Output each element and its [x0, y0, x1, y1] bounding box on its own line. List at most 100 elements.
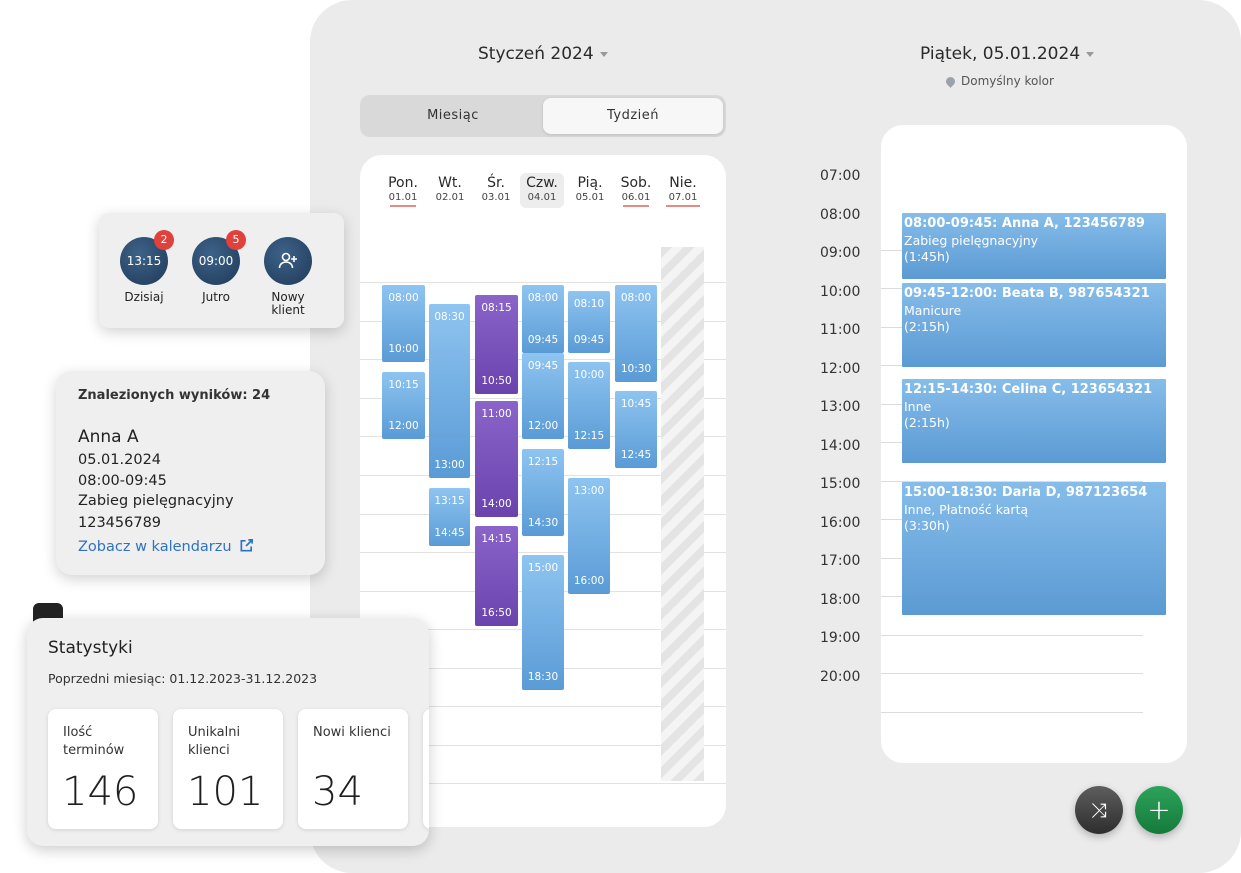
week-event[interactable]: 08:00 10:00 [382, 285, 425, 363]
event-end-time: 16:00 [573, 574, 605, 587]
week-event[interactable]: 10:00 12:15 [568, 362, 610, 450]
week-event[interactable]: 12:15 14:30 [522, 449, 564, 536]
event-start-time: 15:00 [527, 562, 559, 575]
add-appointment-button[interactable]: + [1135, 786, 1183, 834]
week-event[interactable]: 14:15 16:50 [475, 526, 518, 626]
event-start-time: 08:00 [620, 292, 652, 304]
event-service: Manicure [904, 303, 962, 318]
event-start-time: 10:00 [573, 369, 605, 382]
month-selector[interactable]: Styczeń 2024 [478, 44, 608, 64]
event-end-time: 13:00 [434, 458, 465, 471]
event-end-time: 14:45 [434, 526, 465, 539]
event-start-time: 11:00 [481, 407, 512, 420]
statistics-card: Statystyki Poprzedni miesiąc: 01.12.2023… [27, 618, 429, 846]
hour-label: 16:00 [820, 514, 861, 531]
event-end-time: 16:50 [481, 606, 512, 619]
event-end-time: 09:45 [527, 333, 559, 346]
appointment-time: 08:00-09:45 [78, 473, 167, 489]
week-event[interactable]: 08:15 10:50 [475, 294, 518, 395]
add-user-icon [278, 252, 297, 269]
event-end-time: 18:30 [527, 671, 559, 684]
open-in-calendar-link[interactable]: Zobacz w kalendarzu [78, 538, 254, 555]
stats-period: Poprzedni miesiąc: 01.12.2023-31.12.2023 [48, 671, 318, 686]
week-event[interactable]: 08:30 13:00 [429, 304, 470, 478]
day-header-mon[interactable]: Pon. 01.01 [381, 175, 425, 207]
grid-line [360, 282, 726, 283]
event-service: Inne, Płatność kartą [904, 502, 1029, 517]
quick-actions-card: 13:15 2 Dzisiaj 09:00 5 Jutro Nowy klient [99, 213, 344, 328]
event-title: 09:45-12:00: Beata B, 987654321 [904, 286, 1150, 301]
appointment-date: 05.01.2024 [78, 452, 162, 468]
event-duration: (2:15h) [904, 415, 950, 430]
week-event[interactable]: 13:15 14:45 [429, 487, 470, 546]
event-title: 15:00-18:30: Daria D, 987123654 [904, 485, 1148, 500]
day-header-tue[interactable]: Wt. 02.01 [435, 175, 465, 203]
notification-badge: 5 [226, 230, 246, 250]
week-event[interactable]: 10:15 12:00 [382, 371, 425, 440]
event-start-time: 14:15 [481, 533, 512, 546]
day-header-thu[interactable]: Czw. 04.01 [520, 173, 564, 208]
event-start-time: 13:15 [434, 494, 465, 507]
event-start-time: 13:00 [573, 485, 605, 497]
event-start-time: 08:00 [388, 292, 419, 304]
stat-new-clients[interactable]: Nowi klienci 34 [298, 709, 408, 829]
day-header-wed[interactable]: Śr. 03.01 [481, 175, 511, 203]
event-start-time: 08:00 [527, 292, 559, 304]
event-end-time: 12:45 [620, 449, 652, 462]
day-header-sat[interactable]: Sob. 06.01 [614, 175, 658, 207]
week-event[interactable]: 11:00 14:00 [475, 400, 518, 517]
day-event[interactable]: 12:15-14:30: Celina C, 123654321 Inne (2:1… [902, 379, 1166, 463]
event-end-time: 10:30 [620, 362, 652, 375]
event-start-time: 08:10 [573, 298, 605, 311]
chevron-down-icon [1086, 51, 1095, 57]
shuffle-button[interactable]: ⤨ [1075, 786, 1123, 834]
event-end-time: 12:00 [527, 420, 559, 433]
event-title: 12:15-14:30: Celina C, 123654321 [904, 382, 1153, 397]
event-end-time: 10:50 [481, 375, 512, 388]
result-count: Znalezionych wyników: 24 [78, 388, 271, 403]
day-selector[interactable]: Piątek, 05.01.2024 [920, 44, 1095, 64]
stat-unique-clients[interactable]: Unikalni klienci 101 [173, 709, 283, 829]
stat-appointments[interactable]: Ilość terminów 146 [48, 709, 158, 829]
search-result-card: Znalezionych wyników: 24 Anna A 05.01.20… [56, 371, 325, 575]
client-phone: 123456789 [78, 515, 162, 531]
event-duration: (2:15h) [904, 319, 950, 334]
grid-line [360, 783, 726, 784]
day-header-sun[interactable]: Nie. 07.01 [660, 175, 706, 207]
hour-label: 14:00 [820, 437, 861, 454]
hour-label: 20:00 [820, 668, 861, 685]
day-event[interactable]: 09:45-12:00: Beata B, 987654321 Manicure(… [902, 283, 1166, 367]
sunday-closed-strip [661, 247, 704, 781]
notification-badge: 2 [154, 230, 174, 250]
week-event[interactable]: 08:10 09:45 [568, 291, 610, 353]
event-end-time: 09:45 [573, 333, 605, 346]
week-event[interactable]: 08:00 09:45 [522, 285, 564, 353]
event-service: Zabieg pielęgnacyjny [904, 233, 1039, 248]
hour-line [881, 634, 1143, 636]
stat-more [423, 709, 429, 829]
default-color-picker[interactable]: Domyślny kolor [944, 74, 1054, 88]
month-view-button[interactable]: Miesiąc [427, 108, 479, 123]
hour-label: 07:00 [820, 168, 861, 184]
hour-label: 18:00 [820, 591, 861, 608]
week-view-button[interactable]: Tydzień [543, 98, 723, 134]
tomorrow-shortcut[interactable]: 09:00 5 Jutro [186, 230, 246, 304]
week-event[interactable]: 08:00 10:30 [615, 285, 657, 382]
hour-label: 08:00 [820, 206, 861, 223]
week-event[interactable]: 10:45 12:45 [615, 391, 657, 469]
hour-line [881, 673, 1143, 674]
event-end-time: 14:30 [527, 516, 559, 529]
event-duration: (3:30h) [904, 518, 950, 533]
chevron-down-icon [599, 51, 608, 57]
grid-line [360, 745, 726, 746]
view-toggle: Miesiąc Tydzień [360, 95, 726, 137]
week-event[interactable]: 15:00 18:30 [522, 555, 564, 691]
today-shortcut[interactable]: 13:15 2 Dzisiaj [114, 230, 174, 304]
day-event[interactable]: 15:00-18:30: Daria D, 987123654 Inne, Pła… [902, 482, 1166, 615]
day-header-fri[interactable]: Pią. 05.01 [575, 175, 605, 203]
grid-line [360, 706, 726, 707]
day-event[interactable]: 08:00-09:45: Anna A, 123456789 Zabieg pie… [902, 213, 1166, 279]
new-client-button[interactable]: Nowy klient [258, 237, 318, 317]
week-event[interactable]: 09:45 12:00 [522, 352, 564, 440]
week-event[interactable]: 13:00 16:00 [568, 478, 610, 594]
